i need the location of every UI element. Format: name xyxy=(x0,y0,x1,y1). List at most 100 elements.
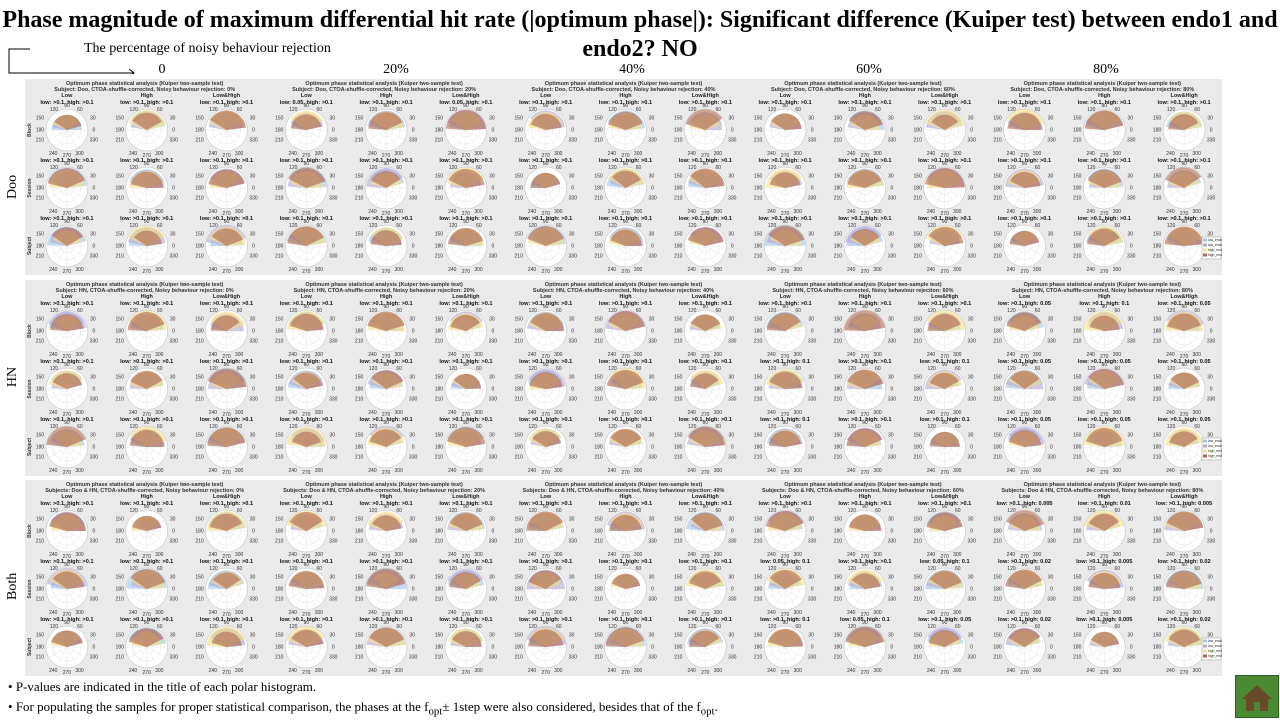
pvalue-label: low: >0.1, high: >0.1 xyxy=(200,417,253,423)
angle-tick: 300 xyxy=(953,267,962,273)
angle-tick: 210 xyxy=(195,397,204,403)
angle-tick: 0 xyxy=(891,587,894,593)
angle-tick: 270 xyxy=(1100,670,1109,676)
pvalue-label: low: >0.1, high: >0.1 xyxy=(998,158,1051,164)
home-button[interactable] xyxy=(1235,675,1279,718)
angle-tick: 0 xyxy=(731,587,734,593)
angle-tick: 300 xyxy=(235,209,244,215)
sector-high_endo2 xyxy=(129,429,164,447)
angle-tick: 330 xyxy=(329,138,338,144)
angle-tick: 210 xyxy=(275,138,284,144)
angle-tick: 330 xyxy=(1047,397,1056,403)
angle-tick: 150 xyxy=(1073,433,1082,439)
angle-tick: 210 xyxy=(594,254,603,260)
angle-tick: 0 xyxy=(811,128,814,134)
angle-tick: 90 xyxy=(383,219,389,225)
angle-tick: 240 xyxy=(368,352,377,358)
angle-tick: 270 xyxy=(462,554,471,560)
angle-tick: 210 xyxy=(754,655,763,661)
angle-tick: 210 xyxy=(993,539,1002,545)
angle-tick: 120 xyxy=(1087,624,1096,630)
angle-tick: 60 xyxy=(1115,107,1121,113)
legend-swatch xyxy=(1203,444,1207,448)
angle-tick: 150 xyxy=(195,575,204,581)
pvalue-label: low: >0.1, high: >0.1 xyxy=(1158,216,1211,222)
angle-tick: 0 xyxy=(332,445,335,451)
angle-tick: 270 xyxy=(382,354,391,360)
angle-tick: 330 xyxy=(888,339,897,345)
angle-tick: 330 xyxy=(569,397,578,403)
sector-high_endo2 xyxy=(288,167,326,188)
angle-tick: 240 xyxy=(129,209,138,215)
angle-tick: 90 xyxy=(383,103,389,109)
sector-high_endo2 xyxy=(768,225,805,246)
sector-high_endo2 xyxy=(1007,112,1042,130)
angle-tick: 300 xyxy=(714,410,723,416)
angle-tick: 120 xyxy=(1007,624,1016,630)
angle-tick: 60 xyxy=(317,624,323,630)
angle-tick: 270 xyxy=(861,470,870,476)
angle-tick: 60 xyxy=(1035,624,1041,630)
angle-tick: 0 xyxy=(172,329,175,335)
angle-tick: 270 xyxy=(143,153,152,159)
angle-tick: 270 xyxy=(382,670,391,676)
angle-tick: 300 xyxy=(1113,668,1122,674)
angle-tick: 330 xyxy=(569,254,578,260)
panel-header: Optimum phase statistical analysis (Kuip… xyxy=(1024,81,1182,87)
angle-tick: 180 xyxy=(355,128,364,134)
angle-tick: 60 xyxy=(875,424,881,430)
pvalue-label: low: >0.1, high: >0.1 xyxy=(280,301,333,307)
angle-tick: 180 xyxy=(36,529,45,535)
condition-label: High xyxy=(141,93,154,99)
percent-label-80: 80% xyxy=(1093,62,1119,77)
angle-tick: 270 xyxy=(542,211,551,217)
angle-tick: 270 xyxy=(621,211,630,217)
angle-tick: 30 xyxy=(330,517,336,523)
angle-tick: 60 xyxy=(1035,308,1041,314)
angle-tick: 150 xyxy=(834,174,843,180)
angle-tick: 0 xyxy=(332,645,335,651)
angle-tick: 330 xyxy=(329,397,338,403)
sector-high_endo2 xyxy=(51,227,84,246)
angle-tick: 300 xyxy=(474,468,483,474)
angle-tick: 210 xyxy=(36,254,45,260)
panel-subtitle: Subject: Doo, CTOA-shuffle-corrected, No… xyxy=(1010,87,1194,93)
angle-tick: 90 xyxy=(1022,103,1028,109)
angle-tick: 0 xyxy=(1050,329,1053,335)
sector-high_endo2 xyxy=(369,627,404,647)
angle-tick: 30 xyxy=(409,575,415,581)
angle-tick: 300 xyxy=(714,209,723,215)
angle-tick: 150 xyxy=(275,174,284,180)
angle-tick: 150 xyxy=(275,433,284,439)
angle-tick: 90 xyxy=(942,304,948,310)
sector-high_endo2 xyxy=(54,114,82,130)
angle-tick: 90 xyxy=(543,620,549,626)
angle-tick: 330 xyxy=(888,196,897,202)
angle-tick: 330 xyxy=(409,196,418,202)
angle-tick: 210 xyxy=(834,254,843,260)
pvalue-label: low: >0.1, high: 0.05 xyxy=(1078,417,1131,423)
angle-tick: 270 xyxy=(382,269,391,275)
angle-tick: 240 xyxy=(528,209,537,215)
angle-tick: 120 xyxy=(608,308,617,314)
angle-tick: 210 xyxy=(355,597,364,603)
angle-tick: 60 xyxy=(716,424,722,430)
angle-tick: 60 xyxy=(77,624,83,630)
angle-tick: 60 xyxy=(317,107,323,113)
angle-tick: 210 xyxy=(515,455,524,461)
angle-tick: 0 xyxy=(970,387,973,393)
sector-high_endo2 xyxy=(127,311,165,331)
angle-tick: 0 xyxy=(651,244,654,250)
angle-tick: 0 xyxy=(332,329,335,335)
pvalue-label: low: >0.1, high: >0.1 xyxy=(679,417,732,423)
angle-tick: 120 xyxy=(848,566,857,572)
angle-tick: 90 xyxy=(942,362,948,368)
